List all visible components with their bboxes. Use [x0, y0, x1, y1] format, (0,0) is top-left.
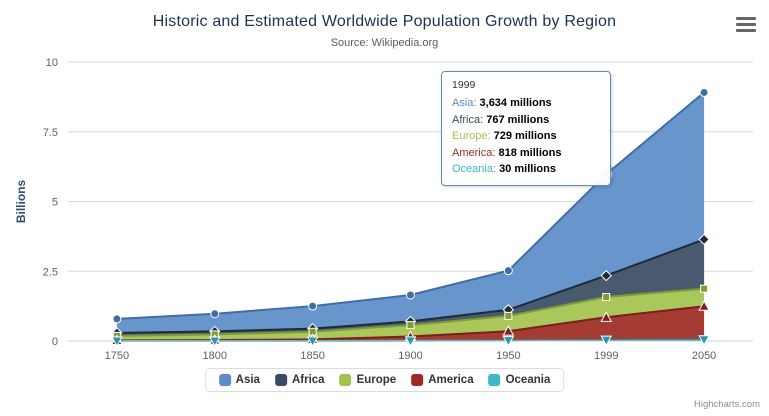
point-oceania-1750[interactable] — [111, 336, 123, 347]
tooltip-row-africa: Africa: 767 millions — [452, 112, 600, 129]
chart-subtitle: Source: Wikipedia.org — [330, 37, 439, 49]
x-axis-tick-label: 1950 — [496, 350, 520, 362]
point-oceania-1999[interactable] — [600, 335, 613, 347]
x-axis-tick-label: 1850 — [300, 350, 324, 362]
hamburger-bar — [736, 17, 756, 20]
point-oceania-1900[interactable] — [404, 336, 417, 347]
legend: Asia Africa Europe America Oceania — [204, 368, 565, 392]
tooltip-row-america: America: 818 millions — [452, 145, 600, 162]
x-axis-tick-label: 1800 — [203, 350, 227, 362]
point-oceania-2050[interactable] — [698, 335, 710, 346]
point-asia-1900[interactable] — [406, 290, 415, 300]
tooltip-series-name: America: — [452, 146, 499, 159]
y-axis-tick-label: 0 — [52, 336, 58, 348]
point-asia-1950[interactable] — [503, 266, 513, 276]
point-europe-1999[interactable] — [602, 293, 611, 302]
y-axis-tick-label: 5 — [52, 197, 58, 209]
tooltip-series-name: Oceania: — [452, 163, 500, 175]
point-europe-2050[interactable] — [700, 284, 709, 293]
tooltip-series-name: Europe: — [452, 130, 494, 142]
tooltip-series-name: Asia: — [452, 97, 480, 109]
x-axis-tick-label: 1900 — [398, 350, 422, 362]
legend-label: America — [428, 374, 474, 386]
legend-label: Europe — [356, 374, 397, 386]
point-oceania-1800[interactable] — [208, 336, 221, 347]
legend-swatch-europe — [339, 374, 352, 386]
tooltip-series-value: 818 millions — [498, 146, 562, 159]
legend-item-asia[interactable]: Asia — [218, 374, 260, 386]
legend-item-africa[interactable]: Africa — [274, 374, 325, 386]
tooltip: 1999 Asia: 3,634 millions Africa: 767 mil… — [441, 71, 611, 186]
area-america[interactable] — [116, 306, 705, 341]
tooltip-series-value: 729 millions — [493, 130, 557, 142]
legend-swatch-america — [411, 374, 424, 386]
tooltip-header: 1999 — [452, 79, 476, 91]
point-asia-1850[interactable] — [308, 301, 318, 311]
legend-item-oceania[interactable]: Oceania — [488, 374, 551, 386]
point-africa-2050[interactable] — [698, 233, 710, 246]
y-axis-tick-label: 10 — [46, 57, 58, 69]
point-africa-1999[interactable] — [600, 269, 612, 282]
point-asia-1800[interactable] — [210, 309, 220, 319]
hamburger-menu-icon[interactable] — [736, 17, 756, 33]
tooltip-series-name: Africa: — [452, 113, 487, 126]
legend-swatch-asia — [218, 374, 231, 386]
point-asia-1750[interactable] — [112, 314, 122, 324]
y-axis-tick-label: 2.5 — [43, 266, 58, 278]
tooltip-row-europe: Europe: 729 millions — [452, 128, 600, 145]
legend-swatch-oceania — [488, 374, 501, 386]
point-oceania-1850[interactable] — [306, 336, 319, 347]
legend-label: Asia — [235, 374, 260, 386]
tooltip-series-value: 3,634 millions — [479, 97, 552, 109]
point-america-1950[interactable] — [502, 325, 515, 336]
y-axis-title: Billions — [14, 180, 28, 224]
hamburger-bar — [736, 29, 756, 32]
x-axis-tick-label: 1999 — [594, 350, 618, 362]
x-axis-tick-label: 1750 — [105, 350, 129, 362]
tooltip-series-value: 30 millions — [499, 163, 556, 175]
legend-item-europe[interactable]: Europe — [339, 374, 397, 386]
credits-link[interactable]: Highcharts.com — [694, 399, 760, 410]
legend-item-america[interactable]: America — [411, 374, 474, 386]
legend-swatch-africa — [274, 374, 287, 386]
y-axis-tick-label: 7.5 — [43, 127, 58, 139]
tooltip-series-value: 767 millions — [486, 113, 550, 126]
area-asia[interactable] — [116, 92, 705, 333]
tooltip-rows: Asia: 3,634 millions Africa: 767 millions… — [452, 95, 600, 178]
tooltip-row-oceania: Oceania: 30 millions — [452, 161, 600, 178]
point-america-1999[interactable] — [600, 311, 613, 322]
tooltip-row-asia: Asia: 3,634 millions — [452, 95, 600, 112]
legend-label: Oceania — [505, 374, 551, 386]
point-asia-2050[interactable] — [699, 87, 709, 97]
point-europe-1900[interactable] — [406, 321, 415, 330]
area-africa[interactable] — [116, 239, 705, 336]
point-america-2050[interactable] — [698, 300, 710, 311]
legend-label: Africa — [291, 374, 325, 386]
x-axis-tick-label: 2050 — [692, 350, 716, 362]
chart-title: Historic and Estimated Worldwide Populat… — [152, 13, 617, 30]
point-oceania-1950[interactable] — [502, 336, 515, 347]
point-europe-1950[interactable] — [504, 311, 513, 320]
hamburger-bar — [736, 23, 756, 26]
